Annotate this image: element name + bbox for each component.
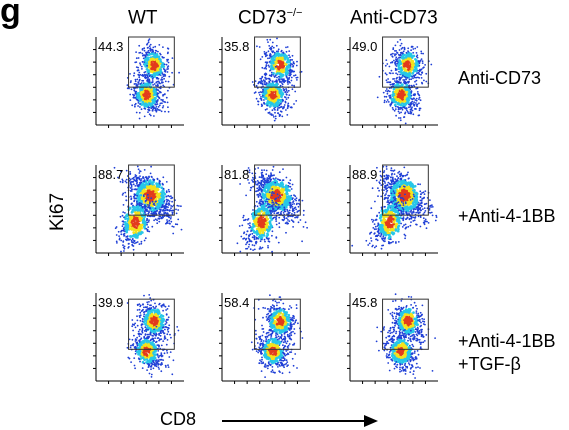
plot-axes [347,165,438,256]
density-cloud [236,165,308,253]
plot-axes [93,293,184,384]
column-label-anti-cd73: Anti-CD73 [350,7,438,29]
plot-axes [219,293,310,384]
density-cloud [376,38,433,125]
flow-plot-r3-c1: 39.9 [93,293,184,384]
gate-percent-label: 35.8 [224,39,249,54]
flow-plot-r1-c3: 49.0 [347,36,438,128]
gate-percent-label: 39.9 [98,295,123,310]
panel-letter: g [0,0,21,30]
flow-plot-r1-c2: 35.8 [219,36,310,128]
gate-percent-label: 44.3 [98,39,123,54]
gate-percent-label: 88.7 [98,167,123,182]
gate-box [128,36,175,88]
gate-box [254,36,301,88]
plot-axes [347,293,438,384]
gate-box [382,164,429,216]
gate-percent-label: 58.4 [224,295,249,310]
column-label-cd73-knockout: CD73−/− [238,7,303,29]
density-cloud [251,37,303,122]
density-cloud [375,293,436,379]
gate-box [382,298,429,350]
gate-percent-label: 45.8 [352,295,377,310]
row-label-anti-4-1bb-tgf-beta: +Anti-4-1BB +TGF-β [458,331,556,375]
flow-plot-r2-c3: 88.9 [347,164,438,256]
density-cloud [113,165,183,253]
density-cloud [126,38,181,120]
flow-plot-r2-c2: 81.8 [219,164,310,256]
flow-plot-r3-c2: 58.4 [219,293,310,384]
density-cloud [250,294,304,378]
gate-percent-label: 88.9 [352,167,377,182]
x-axis-label: CD8 [160,409,197,429]
plot-axes [219,37,310,128]
column-label-wt: WT [128,7,158,29]
gate-box [254,164,301,216]
row-label-anti-cd73: Anti-CD73 [458,68,542,88]
gate-box [128,164,175,216]
plot-axes [219,165,310,256]
row-label-anti-4-1bb: +Anti-4-1BB [458,206,556,226]
gate-percent-label: 81.8 [224,167,249,182]
density-cloud [126,294,180,378]
x-axis-arrow [222,415,378,427]
plot-axes [93,37,184,128]
plot-axes [347,37,438,128]
flow-plot-r2-c1: 88.7 [93,164,184,256]
plot-axes [93,165,184,256]
density-cloud [351,165,438,250]
gate-percent-label: 49.0 [352,39,377,54]
gate-box [254,298,301,350]
gate-box [382,36,429,88]
gate-box [128,298,175,350]
flow-plot-r1-c1: 44.3 [93,36,184,128]
flow-plot-r3-c3: 45.8 [347,293,438,384]
